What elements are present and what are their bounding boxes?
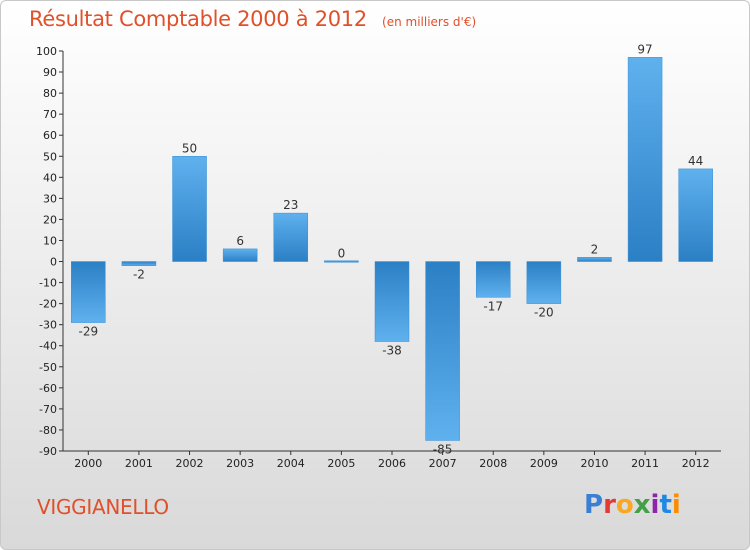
logo-letter: i xyxy=(671,490,681,520)
data-label: 2 xyxy=(591,242,599,256)
data-label: -20 xyxy=(534,306,554,320)
bar xyxy=(627,57,663,262)
y-tick-label: 10 xyxy=(43,234,57,247)
logo-letter: P xyxy=(584,490,604,520)
data-label: -85 xyxy=(433,442,453,456)
logo-letter: t xyxy=(659,490,672,520)
x-tick-label: 2000 xyxy=(74,457,102,470)
y-tick-label: 80 xyxy=(43,87,57,100)
data-label: 23 xyxy=(283,198,298,212)
commune-name: VIGGIANELLO xyxy=(37,495,169,519)
bar xyxy=(425,261,460,441)
logo-letter: x xyxy=(633,490,651,520)
value-labels-group: -29 -2 50 6 23 0 -38 -85 -17 -20 2 97 44 xyxy=(79,42,704,456)
x-tick-label: 2009 xyxy=(530,457,558,470)
bar xyxy=(121,261,157,266)
title-block: Résultat Comptable 2000 à 2012 (en milli… xyxy=(29,7,476,31)
y-tick-label: -30 xyxy=(39,319,57,332)
data-label: -2 xyxy=(133,268,145,282)
axes: 1009080706050403020100-10-20-30-40-50-60… xyxy=(36,45,721,470)
y-tick-label: 40 xyxy=(43,171,57,184)
chart-title: Résultat Comptable 2000 à 2012 xyxy=(29,7,367,31)
x-tick-label: 2003 xyxy=(226,457,254,470)
proxiti-logo: Proxiti xyxy=(584,490,681,520)
chart-subtitle: (en milliers d'€) xyxy=(382,15,477,29)
bars-group xyxy=(71,57,713,441)
bar xyxy=(172,156,207,262)
y-tick-label: 90 xyxy=(43,66,57,79)
y-tick-label: -20 xyxy=(39,298,57,311)
x-tick-label: 2002 xyxy=(176,457,204,470)
bar xyxy=(222,248,258,262)
x-tick-label: 2010 xyxy=(580,457,608,470)
data-label: 6 xyxy=(236,234,244,248)
y-tick-label: 60 xyxy=(43,129,57,142)
y-tick-label: 70 xyxy=(43,108,57,121)
y-tick-label: 20 xyxy=(43,213,57,226)
data-label: -17 xyxy=(483,299,503,313)
data-label: -29 xyxy=(79,325,99,339)
bar xyxy=(678,168,713,262)
y-tick-label: -80 xyxy=(39,424,57,437)
y-tick-label: -50 xyxy=(39,361,57,374)
y-tick-label: 50 xyxy=(43,150,57,163)
data-label: 0 xyxy=(338,247,346,261)
y-tick-label: -90 xyxy=(39,445,57,458)
y-tick-label: -40 xyxy=(39,340,57,353)
bar xyxy=(324,260,359,263)
bar xyxy=(526,261,562,304)
x-tick-label: 2007 xyxy=(429,457,457,470)
x-tick-label: 2008 xyxy=(479,457,507,470)
bar xyxy=(475,261,511,298)
y-tick-label: -60 xyxy=(39,382,57,395)
x-tick-label: 2012 xyxy=(682,457,710,470)
logo-letter: i xyxy=(650,490,660,520)
data-label: 50 xyxy=(182,141,197,155)
data-label: 44 xyxy=(688,154,703,168)
data-label: 97 xyxy=(637,42,652,56)
bar xyxy=(273,212,309,262)
x-tick-label: 2001 xyxy=(125,457,153,470)
bar xyxy=(374,261,410,342)
x-tick-label: 2006 xyxy=(378,457,406,470)
bar xyxy=(71,261,106,323)
y-tick-label: -70 xyxy=(39,403,57,416)
y-tick-label: 0 xyxy=(50,256,57,269)
logo-letter: o xyxy=(615,490,634,520)
bar xyxy=(577,257,612,262)
x-tick-label: 2005 xyxy=(327,457,355,470)
x-tick-label: 2011 xyxy=(631,457,659,470)
x-tick-label: 2004 xyxy=(277,457,305,470)
y-tick-label: -10 xyxy=(39,277,57,290)
y-tick-label: 30 xyxy=(43,192,57,205)
data-label: -38 xyxy=(382,344,402,358)
y-tick-label: 100 xyxy=(36,45,57,58)
logo-letter: r xyxy=(603,490,616,520)
